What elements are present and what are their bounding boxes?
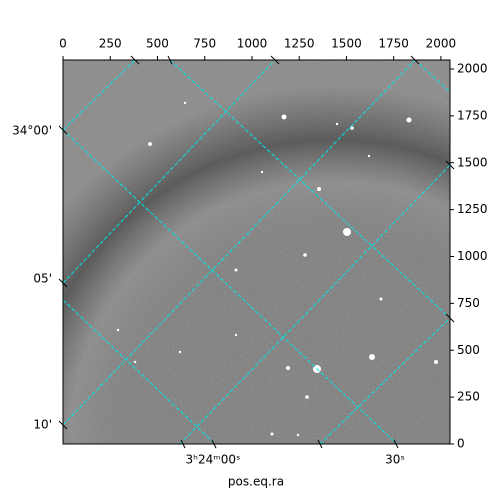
dec-label: 10'	[33, 418, 52, 432]
y-tick-label: 500	[457, 343, 480, 357]
x-tick-label: 0	[59, 37, 67, 51]
x-tick-label: 1750	[378, 37, 409, 51]
x-axis-label: pos.eq.ra	[228, 475, 284, 489]
axes-frame	[62, 59, 451, 445]
y-tick-label: 1000	[457, 249, 488, 263]
dec-label: 05'	[33, 272, 52, 286]
wcs-ticks	[58, 55, 455, 449]
x-tick-label: 500	[146, 37, 169, 51]
y-tick-label: 1500	[457, 155, 488, 169]
y-tick-label: 1750	[457, 108, 488, 122]
x-tick-label: 1500	[331, 37, 362, 51]
x-tick-label: 2000	[426, 37, 457, 51]
y-tick-label: 2000	[457, 62, 488, 76]
coordinate-grid	[62, 59, 451, 445]
y-tick-label: 0	[457, 437, 465, 451]
dec-label: 34°00'	[12, 124, 52, 138]
ra-label: 3ʰ24ᵐ00ˢ	[186, 453, 241, 467]
y-tick-label: 1250	[457, 202, 488, 216]
x-tick-label: 1000	[237, 37, 268, 51]
ra-label: 30ˢ	[385, 453, 405, 467]
x-tick-label: 750	[193, 37, 216, 51]
sky-image	[63, 60, 450, 444]
y-tick-label: 750	[457, 296, 480, 310]
x-tick-label: 250	[99, 37, 122, 51]
y-tick-label: 250	[457, 390, 480, 404]
x-tick-label: 1250	[284, 37, 315, 51]
